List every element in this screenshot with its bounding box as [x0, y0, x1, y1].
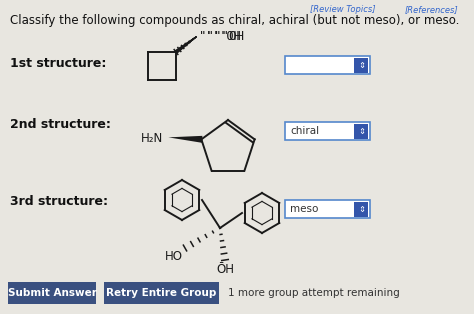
- Polygon shape: [168, 136, 202, 143]
- Text: ⇕: ⇕: [358, 204, 365, 214]
- Text: Retry Entire Group: Retry Entire Group: [106, 288, 216, 298]
- FancyBboxPatch shape: [355, 202, 368, 216]
- Text: [Review Topics]: [Review Topics]: [310, 5, 375, 14]
- Text: 1st structure:: 1st structure:: [10, 57, 106, 70]
- Text: ⇕: ⇕: [358, 127, 365, 136]
- FancyBboxPatch shape: [285, 56, 370, 74]
- FancyBboxPatch shape: [355, 57, 368, 73]
- Text: HO: HO: [165, 250, 183, 263]
- Text: """"OH: """"OH: [199, 30, 244, 42]
- Text: Classify the following compounds as chiral, achiral (but not meso), or meso.: Classify the following compounds as chir…: [10, 14, 459, 27]
- Text: 2nd structure:: 2nd structure:: [10, 118, 111, 131]
- Text: ⇕: ⇕: [358, 61, 365, 69]
- FancyBboxPatch shape: [285, 122, 370, 140]
- FancyBboxPatch shape: [355, 123, 368, 138]
- Text: 3rd structure:: 3rd structure:: [10, 195, 108, 208]
- Text: meso: meso: [290, 204, 319, 214]
- Text: ŌH: ŌH: [216, 263, 234, 276]
- FancyBboxPatch shape: [104, 282, 219, 304]
- Text: ''''OH: ''''OH: [198, 30, 241, 44]
- Text: chiral: chiral: [290, 126, 319, 136]
- Text: [References]: [References]: [405, 5, 459, 14]
- Text: H₂N: H₂N: [141, 132, 164, 145]
- FancyBboxPatch shape: [8, 282, 96, 304]
- FancyBboxPatch shape: [285, 200, 370, 218]
- Text: 1 more group attempt remaining: 1 more group attempt remaining: [228, 288, 400, 298]
- Text: Submit Answer: Submit Answer: [8, 288, 96, 298]
